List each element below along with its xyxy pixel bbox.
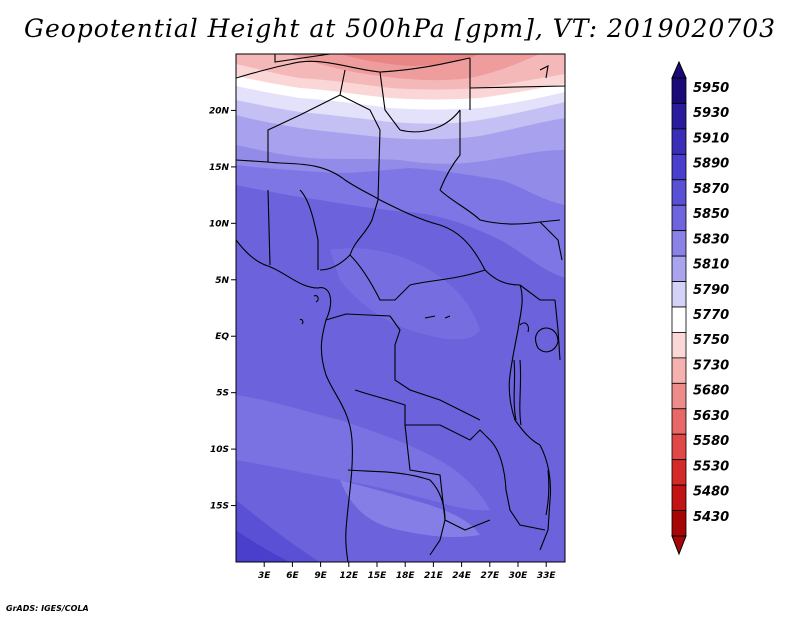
x-tick-label: 12E [339, 571, 359, 581]
colorbar-label: 5910 [693, 131, 729, 146]
contour-band-5680 [290, 54, 540, 81]
x-tick-label: 9E [314, 571, 327, 581]
colorbar-label: 5630 [693, 409, 729, 424]
contour-patch-south-inner [340, 480, 480, 538]
colorbar-segment [671, 459, 687, 486]
colorbar-label: 5830 [693, 232, 729, 247]
x-tick-label: 21E [424, 571, 444, 581]
colorbar: 5950 5930 5910 5890 5870 5850 5830 5810 5790 5770… [671, 60, 729, 556]
x-tick-label: 15E [368, 571, 388, 581]
colorbar-bottom-arrow [671, 535, 687, 556]
contour-patch-south [236, 395, 490, 511]
colorbar-segment [671, 77, 687, 104]
colorbar-segment [671, 408, 687, 435]
colorbar-label: 5870 [693, 182, 729, 197]
colorbar-segment [671, 484, 687, 511]
colorbar-label: 5850 [693, 207, 729, 222]
x-tick-label: 30E [509, 571, 529, 581]
x-tick-label: 27E [480, 571, 500, 581]
colorbar-label: 5950 [693, 81, 729, 96]
colorbar-segment [671, 510, 687, 537]
x-tick-label: 18E [396, 571, 416, 581]
colorbar-label: 5530 [693, 459, 729, 474]
y-tick-label: 10S [210, 445, 229, 455]
colorbar-segment [671, 128, 687, 155]
x-tick-label: 24E [452, 571, 472, 581]
colorbar-segment [671, 382, 687, 410]
colorbar-segment [671, 255, 687, 282]
colorbar-label: 5730 [693, 358, 729, 373]
colorbar-label: 5680 [693, 384, 729, 399]
y-axis: 20N 15N 10N 5N EQ 5S 10S 15S [209, 106, 236, 512]
colorbar-label: 5770 [693, 308, 729, 323]
colorbar-label: 5930 [693, 106, 729, 121]
coastlines-and-borders [236, 54, 565, 562]
colorbar-segment [671, 357, 687, 384]
colorbar-label: 5430 [693, 510, 729, 525]
y-tick-label: 5N [215, 276, 229, 286]
x-tick-label: 6E [286, 571, 299, 581]
map-title: Geopotential Height at 500hPa [gpm], VT:… [23, 14, 777, 43]
grads-credit: GrADS: IGES/COLA [6, 604, 89, 613]
x-tick-label: 3E [258, 571, 271, 581]
contour-patch-central [330, 248, 480, 340]
y-tick-label: 15N [209, 163, 230, 173]
colorbar-top-arrow [671, 60, 687, 79]
colorbar-label: 5580 [693, 434, 729, 449]
y-tick-label: 10N [209, 219, 230, 229]
colorbar-label: 5890 [693, 157, 729, 172]
colorbar-label: 5480 [693, 485, 729, 500]
colorbar-label: 5790 [693, 283, 729, 298]
contour-band-5890 [236, 530, 290, 562]
colorbar-segment [671, 230, 687, 257]
colorbar-segment [671, 103, 687, 130]
y-tick-label: EQ [215, 332, 229, 342]
colorbar-segment [671, 281, 687, 308]
colorbar-segment [671, 332, 687, 359]
y-tick-label: 20N [209, 106, 230, 116]
y-tick-label: 15S [210, 502, 229, 512]
x-axis: 3E 6E 9E 12E 15E 18E 21E 24E 27E 30E 33E [258, 562, 556, 581]
colorbar-segment [671, 306, 687, 333]
colorbar-segment [671, 204, 687, 232]
colorbar-label: 5750 [693, 333, 729, 348]
map-frame [235, 53, 566, 563]
contour-band-5870-sw [236, 500, 320, 562]
colorbar-label: 5810 [693, 258, 729, 273]
colorbar-segment [671, 153, 687, 181]
colorbar-segment [671, 433, 687, 461]
x-tick-label: 33E [537, 571, 557, 581]
colorbar-segment [671, 179, 687, 206]
map-panel [236, 54, 565, 562]
y-tick-label: 5S [216, 389, 229, 399]
